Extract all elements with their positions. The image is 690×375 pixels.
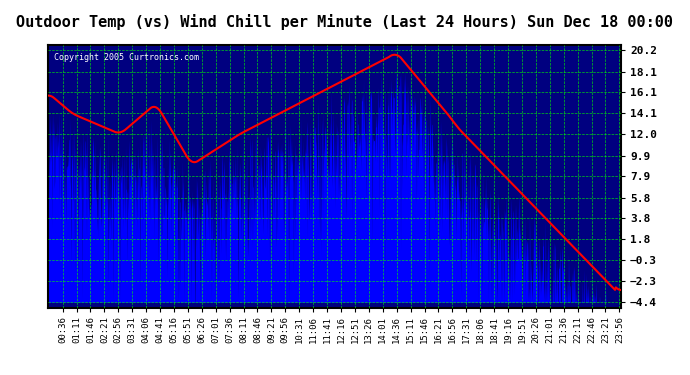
Text: Outdoor Temp (vs) Wind Chill per Minute (Last 24 Hours) Sun Dec 18 00:00: Outdoor Temp (vs) Wind Chill per Minute … — [17, 15, 673, 30]
Text: Copyright 2005 Curtronics.com: Copyright 2005 Curtronics.com — [54, 53, 199, 62]
